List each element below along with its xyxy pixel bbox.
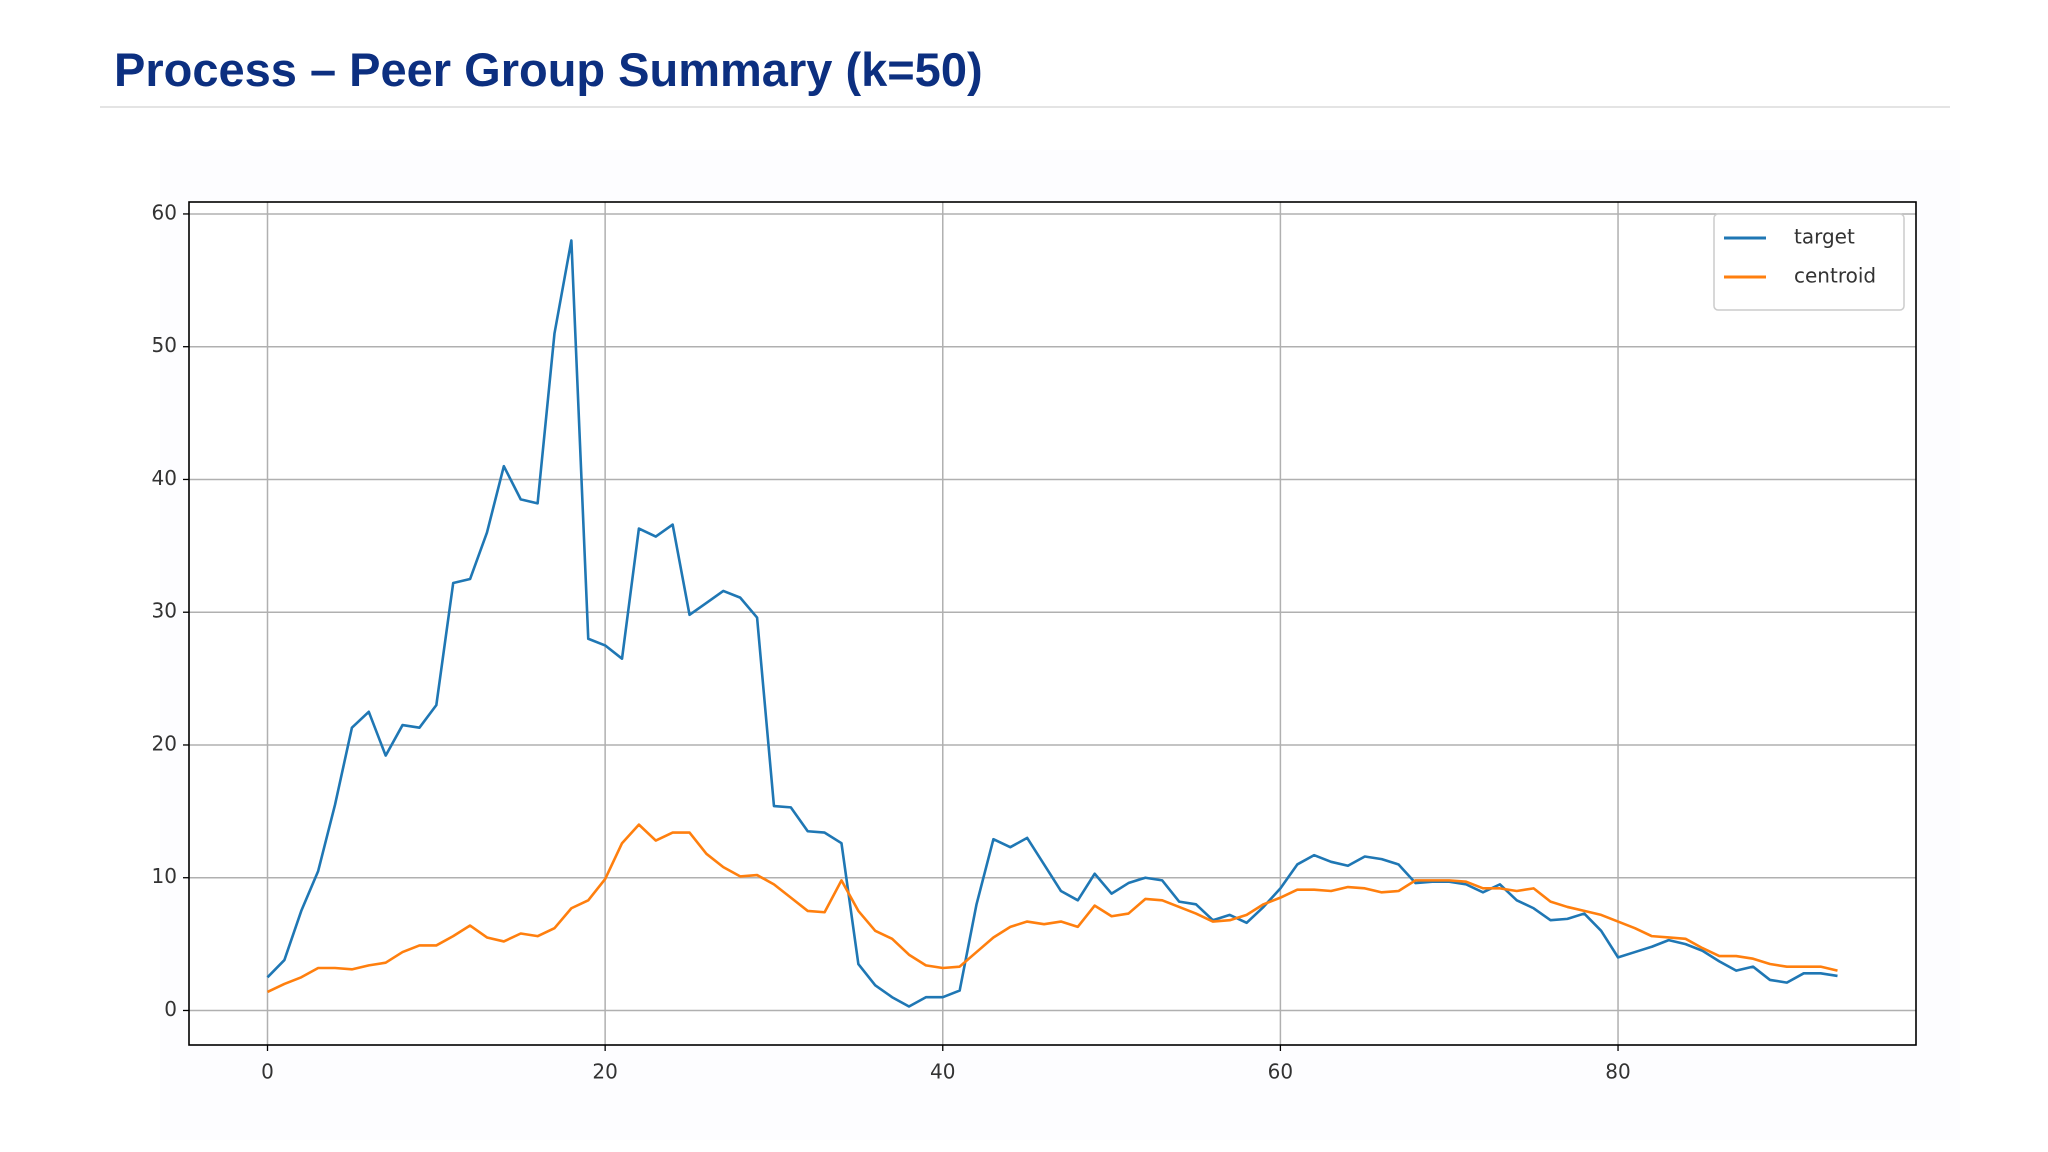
- plot-area: [189, 202, 1916, 1045]
- slide-title: Process – Peer Group Summary (k=50): [114, 43, 983, 96]
- y-tick-label: 0: [164, 997, 177, 1021]
- y-tick-label: 30: [152, 599, 177, 623]
- series-line: [266, 823, 1838, 994]
- plot-frame: [188, 201, 1917, 1046]
- legend-label: centroid: [1794, 264, 1876, 288]
- y-tick-label: 10: [152, 864, 177, 888]
- legend-label: target: [1794, 225, 1855, 249]
- x-tick-label: 40: [930, 1060, 955, 1084]
- series-line: [266, 239, 1838, 1008]
- y-tick-label: 40: [152, 466, 177, 490]
- y-tick-label: 20: [152, 731, 177, 755]
- y-tick-label: 50: [152, 333, 177, 357]
- x-tick-label: 0: [261, 1060, 274, 1084]
- title-rule: [100, 106, 1950, 108]
- x-tick-label: 80: [1605, 1060, 1630, 1084]
- y-tick-label: 60: [152, 200, 177, 224]
- x-tick-label: 20: [592, 1060, 617, 1084]
- x-tick-label: 60: [1268, 1060, 1293, 1084]
